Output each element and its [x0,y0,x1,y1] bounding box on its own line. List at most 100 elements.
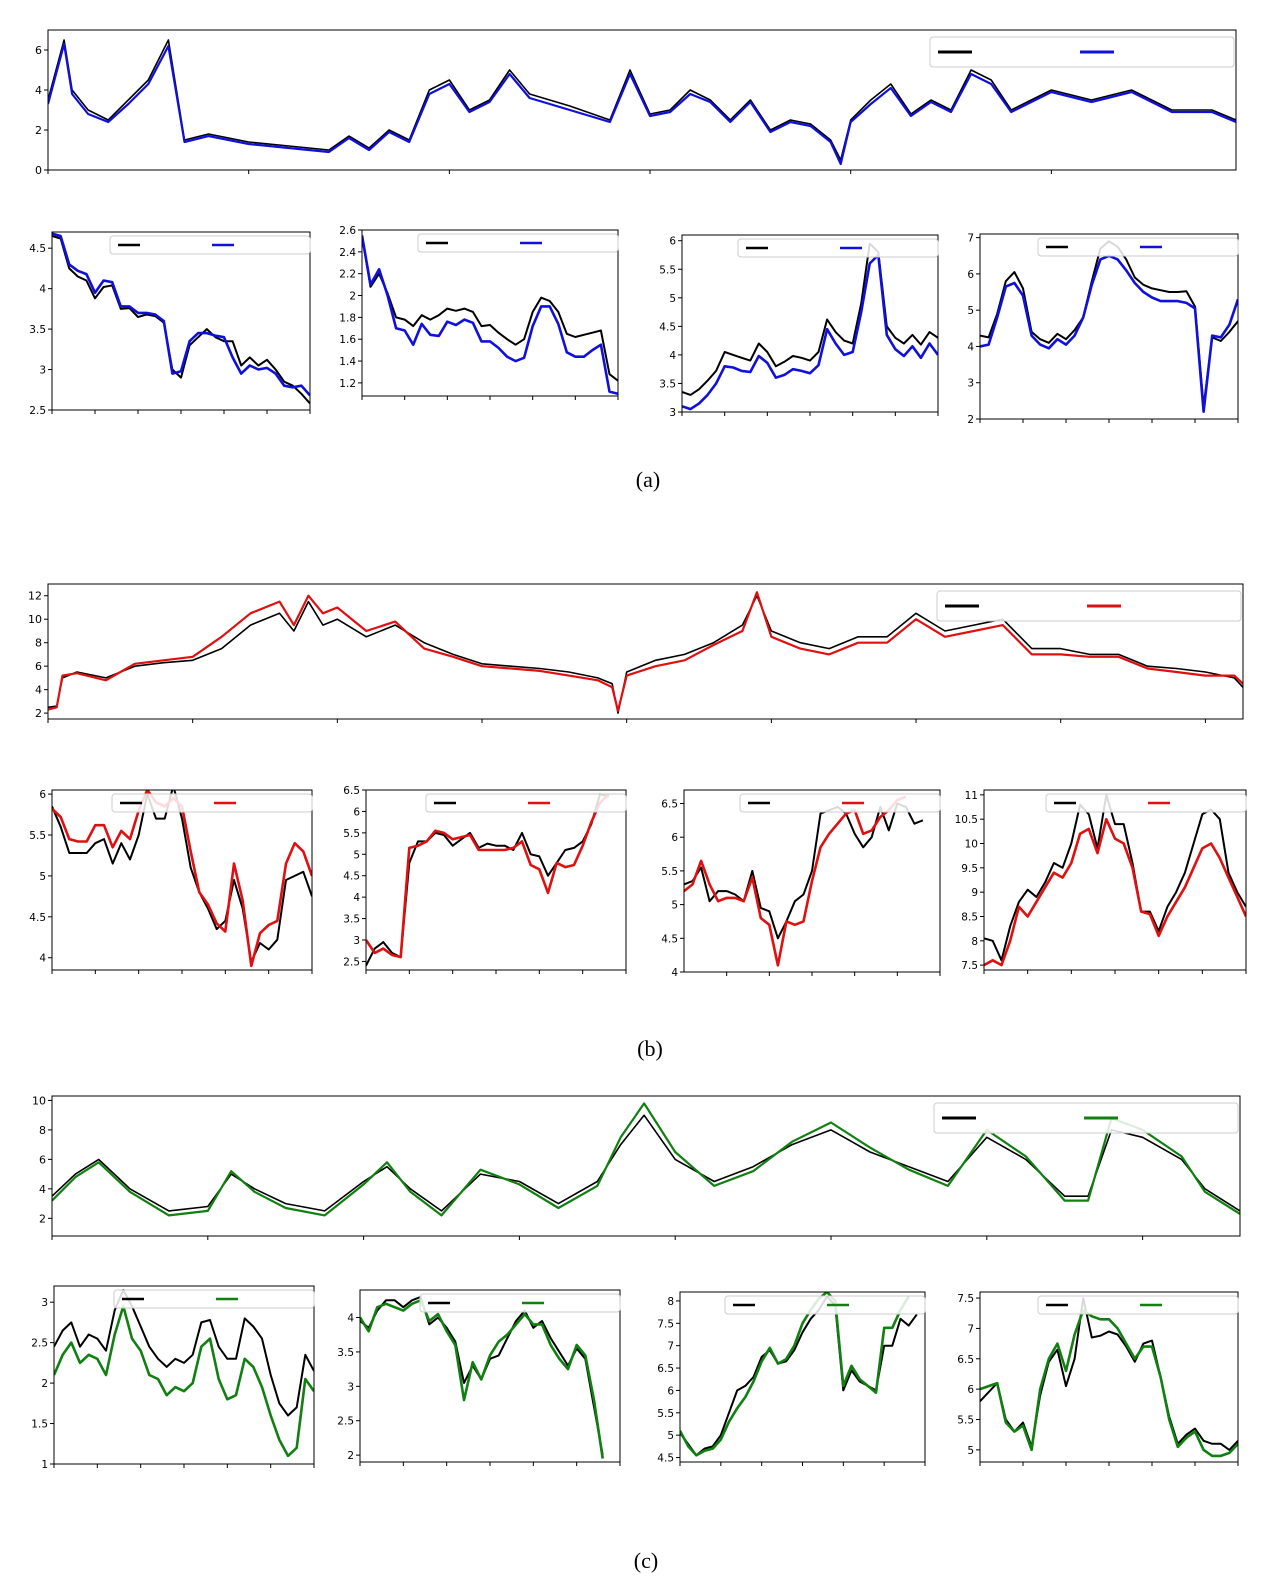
y-tick-label: 2.5 [343,956,360,968]
y-tick-label: 6 [39,789,46,801]
series-line-forecasted [680,1292,910,1457]
chart-c10-winter: 5 5.5 6 6.5 7 7.5 [957,1291,1239,1466]
y-tick-label: 5 [967,1445,974,1457]
y-tick-label: 3 [39,365,46,377]
legend-box [1045,793,1247,813]
legend-box [724,1295,926,1315]
y-tick-label: 7.5 [657,1318,674,1330]
plot-frame [683,789,941,973]
chart-c9-summer: 2.5 3 3.5 4 4.5 5 5.5 6 6.5 [343,785,627,974]
y-tick-label: 4 [353,892,360,904]
legend-box [419,1293,621,1313]
plot-frame [979,233,1239,420]
chart-c9-autumn: 4 4.5 5 5.5 6 6.5 [661,789,941,979]
y-tick-label: 1.5 [31,1419,48,1431]
chart-c8-spring: 2.5 3 3.5 4 4.5 [29,231,311,417]
legend-box [111,793,313,813]
chart-c10-summer: 2 2.5 3 3.5 4 [337,1289,621,1466]
y-tick-label: 3.5 [343,914,360,926]
y-tick-label: 6 [35,660,42,673]
y-tick-label: 4 [35,84,42,97]
y-tick-label: 7 [667,1341,674,1353]
caption-b: (b) [637,1036,663,1061]
legend-box [1037,1295,1239,1315]
series-line-forecasted [48,591,1243,712]
y-tick-label: 6 [967,1384,974,1396]
y-tick-label: 5 [967,305,974,317]
series-line-forecasted [366,793,610,959]
plot-frame [361,229,619,397]
series-line-forecasted [684,795,907,967]
plot-frame [51,789,313,971]
y-tick-label: 10 [965,839,978,851]
legend-box [737,238,939,258]
y-tick-label: 4 [967,341,974,353]
y-tick-label: 8 [971,936,978,948]
legend-box [425,793,627,813]
y-tick-label: 10 [32,1094,46,1107]
plot-frame [47,583,1244,720]
y-tick-label: 3.5 [659,378,676,390]
series-line-actual [52,790,312,963]
y-tick-label: 4 [669,350,676,362]
chart-c10-spring: 1 1.5 2 2.5 3 [31,1285,315,1471]
series-line-forecasted [360,1299,604,1459]
y-tick-label: 2 [967,414,974,426]
y-tick-label: 9 [971,887,978,899]
series-line-forecasted [52,232,310,397]
y-tick-label: 6 [353,806,360,818]
y-tick-label: 7 [967,233,974,245]
y-tick-label: 3 [669,407,676,419]
y-tick-label: 5 [669,293,676,305]
y-tick-label: 2.5 [31,1338,48,1350]
series-line-actual [680,1295,918,1457]
series-line-actual [362,235,618,382]
y-tick-label: 6.5 [657,1363,674,1375]
y-tick-label: 12 [28,590,42,603]
y-tick-label: 9.5 [961,863,978,875]
plot-frame [51,231,311,411]
legend-box [113,1289,315,1309]
y-tick-label: 6 [39,1153,46,1166]
y-tick-label: 8.5 [961,911,978,923]
y-tick-label: 4.5 [29,243,46,255]
y-tick-label: 7.5 [961,960,978,972]
y-tick-label: 4.5 [659,321,676,333]
plot-frame [983,789,1247,971]
y-tick-label: 1.2 [339,378,356,390]
legend-box [1037,237,1239,257]
y-tick-label: 3 [353,935,360,947]
y-tick-label: 3 [347,1381,354,1393]
y-tick-label: 2.5 [29,405,46,417]
chart-c8-winter: 2 3 4 5 6 7 [967,233,1239,426]
chart-c9-winter: 7.5 8 8.5 9 9.5 10 10.5 11 [955,789,1247,974]
chart-c9-main: 2 4 6 8 10 12 [28,583,1244,723]
y-tick-label: 1.6 [339,334,356,346]
plot-frame [53,1285,315,1465]
y-tick-label: 4.5 [343,871,360,883]
y-tick-label: 0 [35,164,42,177]
y-tick-label: 3 [41,1297,48,1309]
plot-frame [359,1289,621,1463]
series-line-forecasted [54,1304,314,1458]
y-tick-label: 5.5 [659,264,676,276]
y-tick-label: 5.5 [343,828,360,840]
y-tick-label: 6 [671,832,678,844]
y-tick-label: 5.5 [661,866,678,878]
series-line-actual [52,235,310,405]
y-tick-label: 11 [965,790,978,802]
y-tick-label: 2 [41,1378,48,1390]
y-tick-label: 4 [35,684,42,697]
caption-c: (c) [634,1548,658,1573]
legend-box [417,233,619,253]
plot-frame [679,1291,926,1463]
series-line-forecasted [52,1102,1240,1217]
y-tick-label: 3.5 [29,324,46,336]
y-tick-label: 4.5 [657,1453,674,1465]
legend-box [109,235,311,255]
y-tick-label: 4 [671,967,678,979]
plot-frame [47,29,1237,171]
plot-frame [365,789,627,971]
y-tick-label: 2 [347,1450,354,1462]
series-line-forecasted [682,253,938,411]
